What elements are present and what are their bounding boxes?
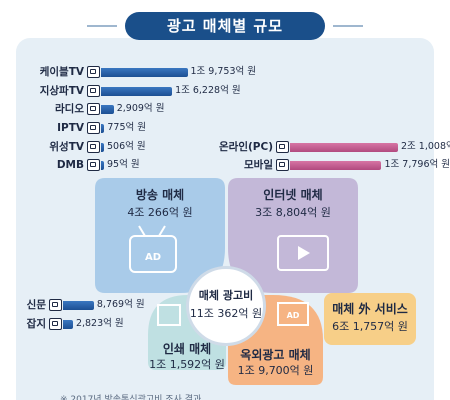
svg-text:AD: AD bbox=[145, 252, 161, 263]
bar bbox=[63, 301, 94, 310]
radio-icon bbox=[87, 103, 100, 115]
bar-value-label: 2조 1,008억 원 bbox=[401, 141, 450, 152]
newspaper-icon bbox=[49, 299, 62, 311]
bar bbox=[101, 68, 188, 77]
broadcast-blob: AD bbox=[95, 178, 225, 293]
chart-title: 광고 매체별 규모 bbox=[87, 12, 363, 40]
iptv-icon bbox=[87, 122, 100, 134]
bar bbox=[290, 161, 382, 170]
bar-value-label: 775억 원 bbox=[107, 122, 147, 133]
total-label: 매체 광고비 bbox=[198, 289, 254, 302]
bar-row: 잡지 2,823억 원 bbox=[10, 316, 220, 332]
bar-category-label: 모바일 bbox=[244, 159, 273, 171]
total-value: 11조 362억 원 bbox=[189, 307, 263, 320]
phone-icon bbox=[276, 159, 289, 171]
footer-note: ※ 2017년 방송통신광고비 조사 결과 bbox=[60, 395, 202, 400]
bar-category-label: 신문 bbox=[26, 299, 46, 311]
bar-category-label: IPTV bbox=[57, 122, 84, 134]
bar-row: IPTV 775억 원 bbox=[20, 120, 276, 136]
bar bbox=[101, 161, 104, 170]
bar-category-label: 온라인(PC) bbox=[219, 141, 273, 153]
bar-value-label: 1조 6,228억 원 bbox=[175, 85, 241, 96]
bar-row: 신문 8,769억 원 bbox=[10, 297, 220, 313]
bar bbox=[101, 143, 104, 152]
bar-value-label: 95억 원 bbox=[107, 159, 140, 170]
bar-value-label: 2,909억 원 bbox=[116, 103, 165, 114]
bar-value-label: 8,769억 원 bbox=[96, 299, 145, 310]
bar bbox=[101, 105, 114, 114]
tv-antenna-icon bbox=[87, 85, 100, 97]
bar-row: 케이블TV 1조 9,753억 원 bbox=[20, 64, 276, 80]
bar-category-label: 케이블TV bbox=[39, 66, 84, 78]
bar-row: 모바일 1조 7,796억 원 bbox=[215, 157, 450, 173]
bar bbox=[101, 87, 173, 96]
bar-category-label: 라디오 bbox=[55, 103, 84, 115]
bar-row: 위성TV 506억 원 bbox=[20, 139, 276, 155]
browser-icon bbox=[276, 141, 289, 153]
bar-value-label: 1조 7,796억 원 bbox=[384, 159, 450, 170]
total-circle: 매체 광고비 11조 362억 원 bbox=[186, 266, 266, 346]
bar-row: 지상파TV 1조 6,228억 원 bbox=[20, 83, 276, 99]
satellite-icon bbox=[87, 141, 100, 153]
bar-category-label: 잡지 bbox=[26, 318, 46, 330]
bar bbox=[101, 124, 105, 133]
bar-value-label: 506억 원 bbox=[107, 141, 146, 152]
dmb-icon bbox=[87, 159, 100, 171]
bar-category-label: 위성TV bbox=[49, 141, 84, 153]
bar-category-label: 지상파TV bbox=[39, 85, 84, 97]
nonmedia-blob bbox=[324, 293, 416, 345]
bar-value-label: 1조 9,753억 원 bbox=[190, 66, 257, 77]
svg-text:AD: AD bbox=[287, 311, 300, 320]
bar-value-label: 2,823억 원 bbox=[75, 318, 124, 329]
bar-category-label: DMB bbox=[56, 159, 84, 171]
bar bbox=[290, 143, 398, 152]
bar-row: DMB 95억 원 bbox=[20, 157, 276, 173]
internet-blob bbox=[228, 178, 358, 293]
bar bbox=[63, 320, 73, 329]
magazine-icon bbox=[49, 318, 62, 330]
tv-icon bbox=[87, 66, 100, 78]
bar-row: 라디오 2,909억 원 bbox=[20, 101, 276, 117]
bar-row: 온라인(PC) 2조 1,008억 원 bbox=[215, 139, 450, 155]
